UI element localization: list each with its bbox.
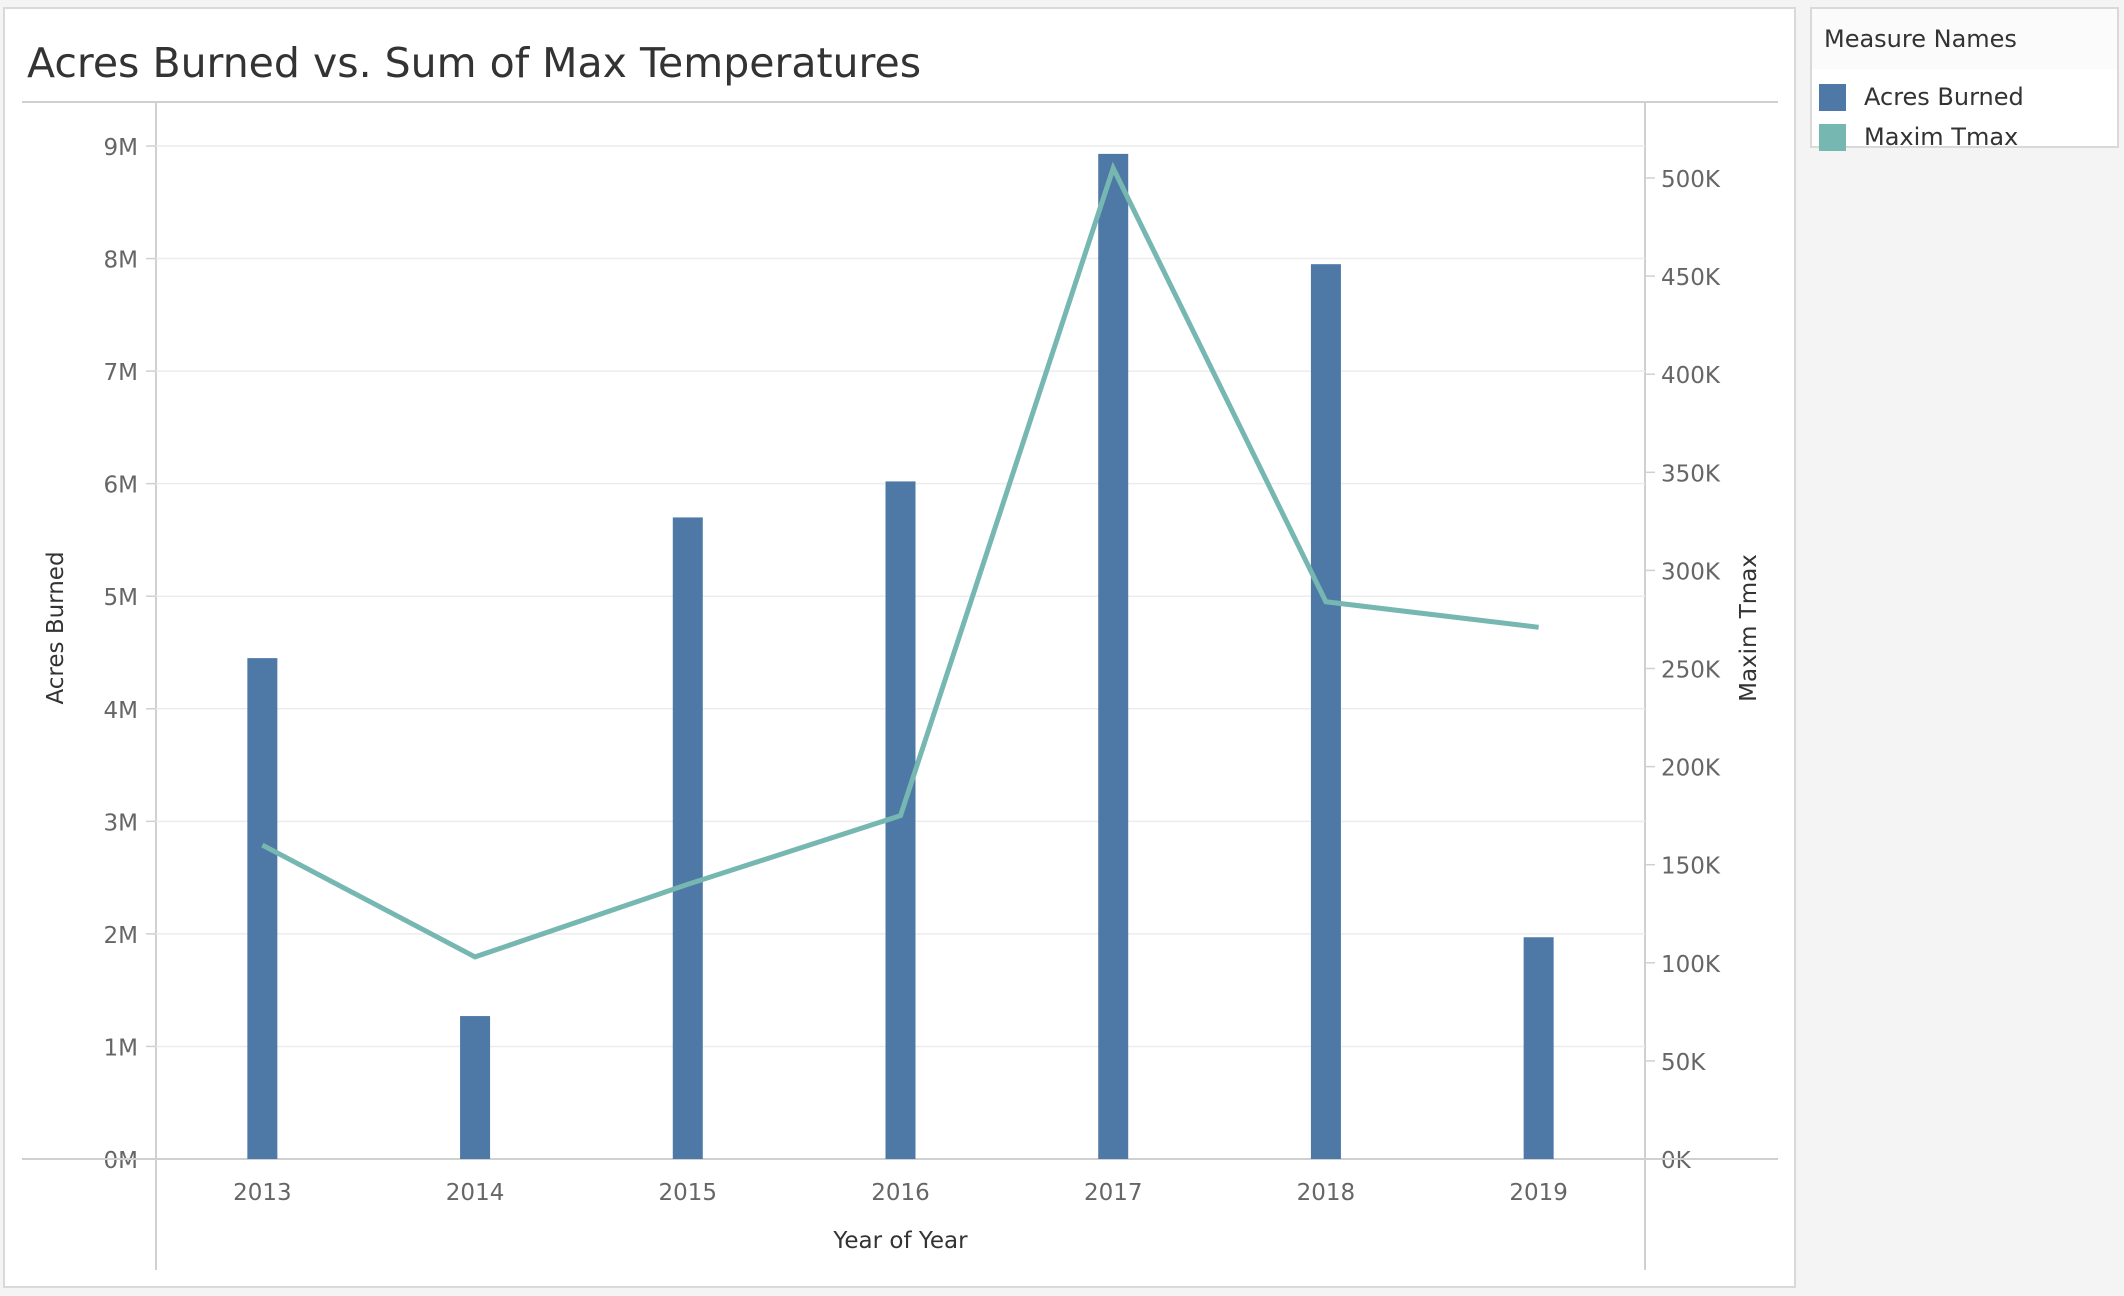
bar-2015 <box>672 517 703 1159</box>
chart-title: Acres Burned vs. Sum of Max Temperatures <box>27 39 922 87</box>
y2-tick-label: 500K <box>1661 167 1721 193</box>
legend-label-maxim-tmax: Maxim Tmax <box>1864 123 2019 151</box>
x-tick-label: 2017 <box>1084 1180 1143 1206</box>
y-tick-label: 4M <box>104 698 138 724</box>
legend: Measure Names Acres Burned Maxim Tmax <box>1810 7 2119 151</box>
legend-title: Measure Names <box>1824 25 2017 53</box>
y2-tick-label: 450K <box>1661 265 1721 291</box>
y-tick-label: 8M <box>104 248 138 274</box>
y-tick-label: 9M <box>104 135 138 161</box>
legend-item-acres-burned[interactable]: Acres Burned <box>1819 82 2109 112</box>
x-tick-label: 2016 <box>871 1180 930 1206</box>
y-axis-title: Acres Burned <box>43 551 69 704</box>
y2-tick-label: 350K <box>1661 461 1721 487</box>
y2-tick-label: 50K <box>1661 1050 1706 1076</box>
legend-swatch-maxim-tmax <box>1819 124 1846 151</box>
y2-tick-label: 300K <box>1661 559 1721 585</box>
x-tick-label: 2014 <box>446 1180 505 1206</box>
y-tick-label: 7M <box>104 360 138 386</box>
y2-tick-label: 0K <box>1661 1148 1692 1174</box>
x-tick-label: 2018 <box>1297 1180 1356 1206</box>
y2-axis-title: Maxim Tmax <box>1736 554 1762 702</box>
legend-label-acres-burned: Acres Burned <box>1864 83 2024 111</box>
y2-tick-label: 250K <box>1661 658 1721 684</box>
y2-tick-label: 200K <box>1661 756 1721 782</box>
y-tick-label: 1M <box>104 1035 138 1061</box>
y-tick-label: 5M <box>104 585 138 611</box>
y-tick-label: 0M <box>104 1148 138 1174</box>
y2-tick-label: 100K <box>1661 952 1721 978</box>
bar-2019 <box>1523 937 1554 1159</box>
x-tick-label: 2019 <box>1509 1180 1568 1206</box>
y-tick-label: 6M <box>104 473 138 499</box>
y-tick-label: 2M <box>104 923 138 949</box>
bar-2013 <box>247 658 278 1159</box>
bar-2018 <box>1310 264 1341 1159</box>
bar-2017 <box>1098 153 1129 1159</box>
x-axis-title: Year of Year <box>832 1228 968 1254</box>
y-tick-label: 3M <box>104 810 138 836</box>
y2-tick-label: 400K <box>1661 363 1721 389</box>
x-tick-label: 2015 <box>659 1180 718 1206</box>
x-tick-label: 2013 <box>233 1180 292 1206</box>
legend-swatch-acres-burned <box>1819 84 1846 111</box>
bar-2014 <box>460 1016 491 1159</box>
y2-tick-label: 150K <box>1661 854 1721 880</box>
legend-item-maxim-tmax[interactable]: Maxim Tmax <box>1819 122 2109 152</box>
legend-header <box>1812 9 2117 69</box>
